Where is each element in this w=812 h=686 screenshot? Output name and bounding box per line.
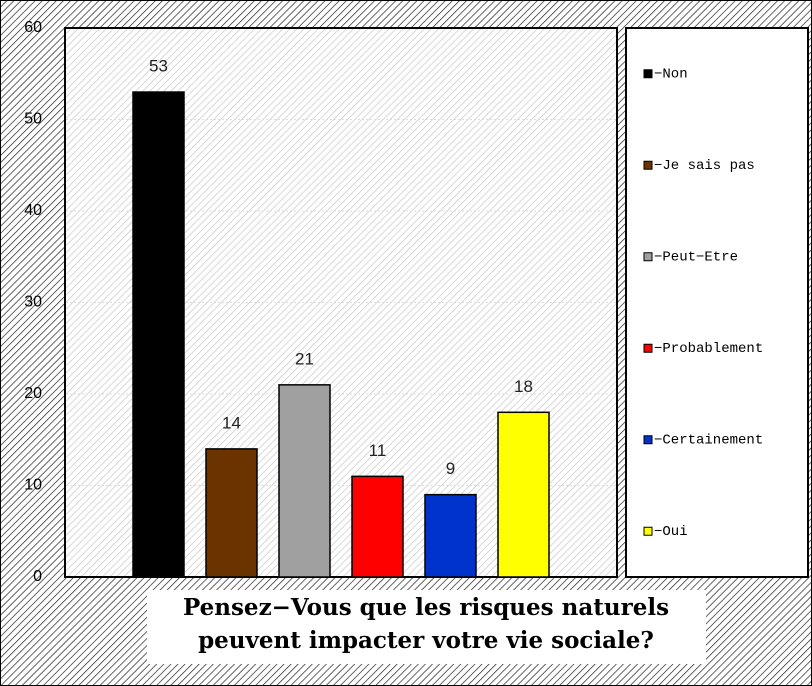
bar — [497, 411, 550, 578]
data-label: 53 — [149, 57, 168, 76]
data-label: 21 — [295, 349, 314, 368]
legend-label: −Oui — [654, 524, 688, 540]
bar — [205, 448, 258, 578]
legend-label: −Peut−Etre — [654, 249, 738, 265]
bar — [278, 384, 331, 578]
bar — [351, 475, 404, 578]
legend-swatch — [643, 160, 653, 170]
bar — [424, 493, 477, 578]
y-tick-label: 50 — [24, 111, 42, 128]
legend-swatch — [643, 526, 653, 536]
legend-label: −Probablement — [654, 341, 763, 357]
legend-box — [625, 27, 809, 578]
legend-swatch — [643, 252, 653, 262]
chart-title: Pensez−Vous que les risques naturels — [183, 594, 669, 621]
legend-swatch — [643, 343, 653, 353]
legend-swatch — [643, 69, 653, 79]
title-box — [147, 590, 706, 664]
data-label: 18 — [514, 377, 533, 396]
y-tick-label: 20 — [24, 385, 42, 402]
y-tick-label: 0 — [33, 568, 42, 585]
legend-label: −Certainement — [654, 432, 763, 448]
chart-title: peuvent impacter votre vie sociale? — [198, 627, 654, 654]
data-label: 14 — [222, 413, 241, 432]
data-label: 11 — [369, 441, 387, 460]
y-tick-label: 10 — [24, 477, 42, 494]
y-tick-label: 40 — [24, 202, 42, 219]
legend-swatch — [643, 435, 653, 445]
data-label: 9 — [446, 459, 455, 478]
bar — [132, 91, 185, 578]
legend-label: −Je sais pas — [654, 158, 755, 174]
y-tick-label: 30 — [24, 294, 42, 311]
y-tick-label: 60 — [24, 19, 42, 36]
legend-label: −Non — [654, 66, 688, 82]
